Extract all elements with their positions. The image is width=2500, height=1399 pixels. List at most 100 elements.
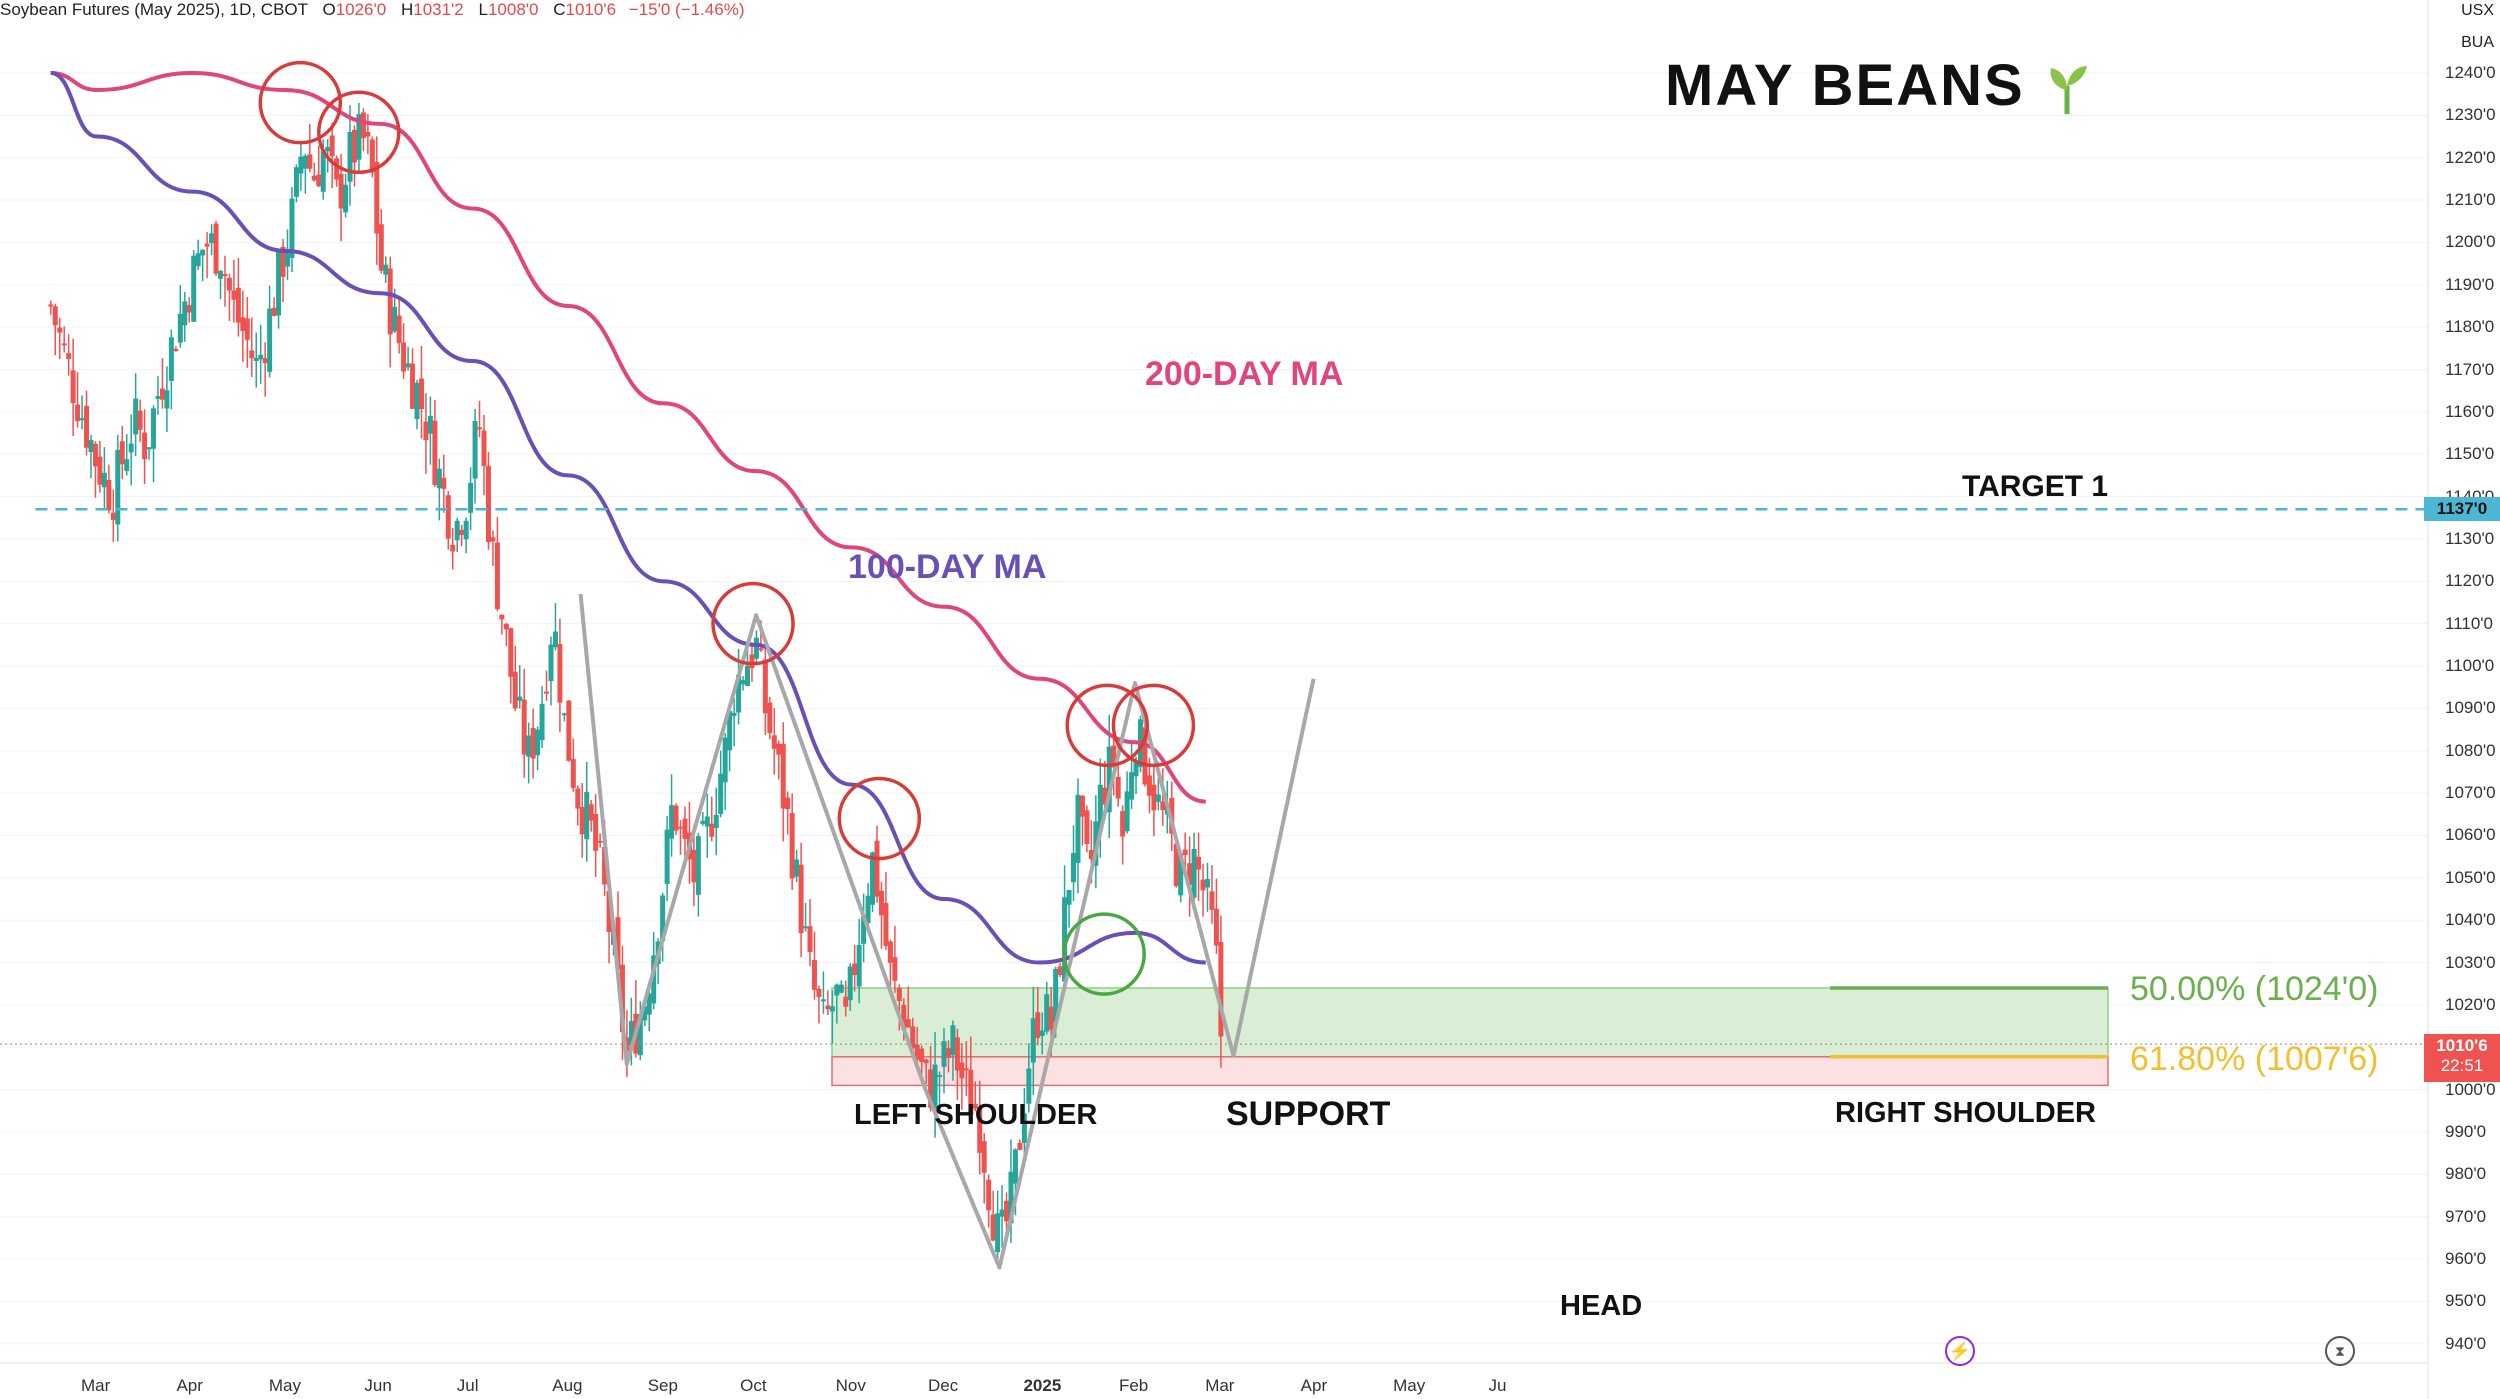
title-text: MAY BEANS (1665, 53, 2025, 118)
candle-body (142, 432, 148, 460)
candle-body (1021, 1113, 1027, 1143)
candle-body (673, 805, 679, 831)
candle-body (990, 1214, 996, 1241)
candle-body (1151, 784, 1157, 811)
candle-body (637, 1014, 643, 1056)
candle-body (758, 648, 764, 651)
candle-body (110, 512, 116, 521)
candle-body (789, 813, 795, 879)
candle-body (418, 378, 424, 410)
x-tick-label: 2025 (1023, 1376, 1062, 1395)
timer-icon[interactable]: ⧗ (2325, 1336, 2355, 1366)
candle-body (709, 823, 715, 837)
candle-body (829, 1006, 835, 1012)
candle-body (396, 315, 402, 344)
candle-body (678, 826, 684, 829)
risk-zone (831, 1056, 2109, 1087)
x-tick-label: May (268, 1376, 301, 1395)
target-price-badge: 1137'0 (2424, 497, 2500, 521)
candle-body (75, 404, 81, 422)
high-key: H (400, 0, 414, 19)
y-tick-label: 1110'0 (2445, 613, 2493, 633)
candle-body (155, 396, 161, 399)
candle-body (316, 174, 322, 187)
red-circle (258, 60, 343, 145)
candle-body (838, 984, 844, 993)
candle-body (1213, 908, 1219, 946)
y-tick-label: 1070'0 (2445, 783, 2496, 803)
y-tick-label: 1120'0 (2445, 571, 2495, 591)
candle-body (459, 529, 465, 535)
y-tick-label: 1090'0 (2445, 698, 2496, 718)
candle-body (950, 1025, 956, 1056)
candle-body (1191, 848, 1197, 898)
candle-body (544, 691, 550, 694)
candle-body (825, 1005, 831, 1010)
candle-body (896, 987, 902, 1002)
candle-body (88, 440, 94, 453)
candle-body (1124, 791, 1130, 832)
candle-body (48, 304, 54, 307)
candle-body (1120, 811, 1126, 837)
candle-body (503, 623, 509, 630)
candle-body (329, 135, 335, 157)
candle-body (794, 859, 800, 877)
candle-body (173, 349, 179, 352)
x-tick-label: Mar (1205, 1376, 1235, 1395)
candle-body (945, 1047, 951, 1058)
candle-body (258, 354, 264, 360)
candle-body (811, 960, 817, 990)
candle-body (1075, 794, 1081, 863)
candle-body (1160, 801, 1166, 811)
candle-body (186, 305, 192, 313)
currency-label[interactable]: USX (2461, 2, 2494, 19)
candle-body (588, 804, 594, 821)
candle-body (343, 184, 349, 213)
unit-label[interactable]: BUA (2461, 34, 2494, 51)
candle-body (1111, 745, 1117, 768)
candle-body (325, 146, 331, 152)
candle-body (70, 370, 76, 404)
candle-body (878, 890, 884, 916)
candle-body (628, 1021, 634, 1046)
candle-body (454, 520, 460, 541)
y-tick-label: 1080'0 (2445, 740, 2496, 760)
candle-body (1004, 1200, 1010, 1222)
y-tick-label: 970'0 (2445, 1206, 2487, 1226)
candle-body (820, 999, 826, 1002)
candle-body (485, 466, 491, 543)
y-tick-label: 960'0 (2445, 1249, 2487, 1269)
candle-body (253, 357, 259, 361)
candle-body (736, 674, 742, 713)
candle-body (937, 1074, 943, 1077)
y-tick-label: 1030'0 (2445, 952, 2496, 972)
candle-body (928, 1069, 934, 1108)
candle-body (914, 1044, 920, 1060)
y-tick-label: 1100'0 (2445, 656, 2495, 676)
candle-body (512, 671, 518, 709)
candle-body (932, 1064, 938, 1108)
candle-body (780, 743, 786, 809)
candle-body (1178, 853, 1184, 896)
open-key: O (322, 0, 336, 19)
candle-body (200, 249, 206, 256)
candle-body (1008, 1171, 1014, 1224)
candle-body (481, 430, 487, 466)
candle-body (1048, 1006, 1054, 1030)
y-tick-label: 1230'0 (2445, 105, 2496, 125)
candle-body (213, 223, 219, 274)
candle-body (660, 895, 666, 942)
candle-body (307, 154, 313, 169)
x-tick-label: Oct (740, 1376, 767, 1395)
red-circle (1111, 683, 1196, 768)
candle-body (1200, 879, 1206, 891)
candle-body (999, 1209, 1005, 1217)
candle-body (267, 308, 273, 372)
candle-body (218, 270, 224, 279)
candle-body (695, 836, 701, 895)
candle-body (1012, 1149, 1018, 1184)
candle-body (195, 253, 201, 267)
lightning-icon[interactable]: ⚡ (1945, 1336, 1975, 1366)
candle-body (521, 699, 527, 755)
